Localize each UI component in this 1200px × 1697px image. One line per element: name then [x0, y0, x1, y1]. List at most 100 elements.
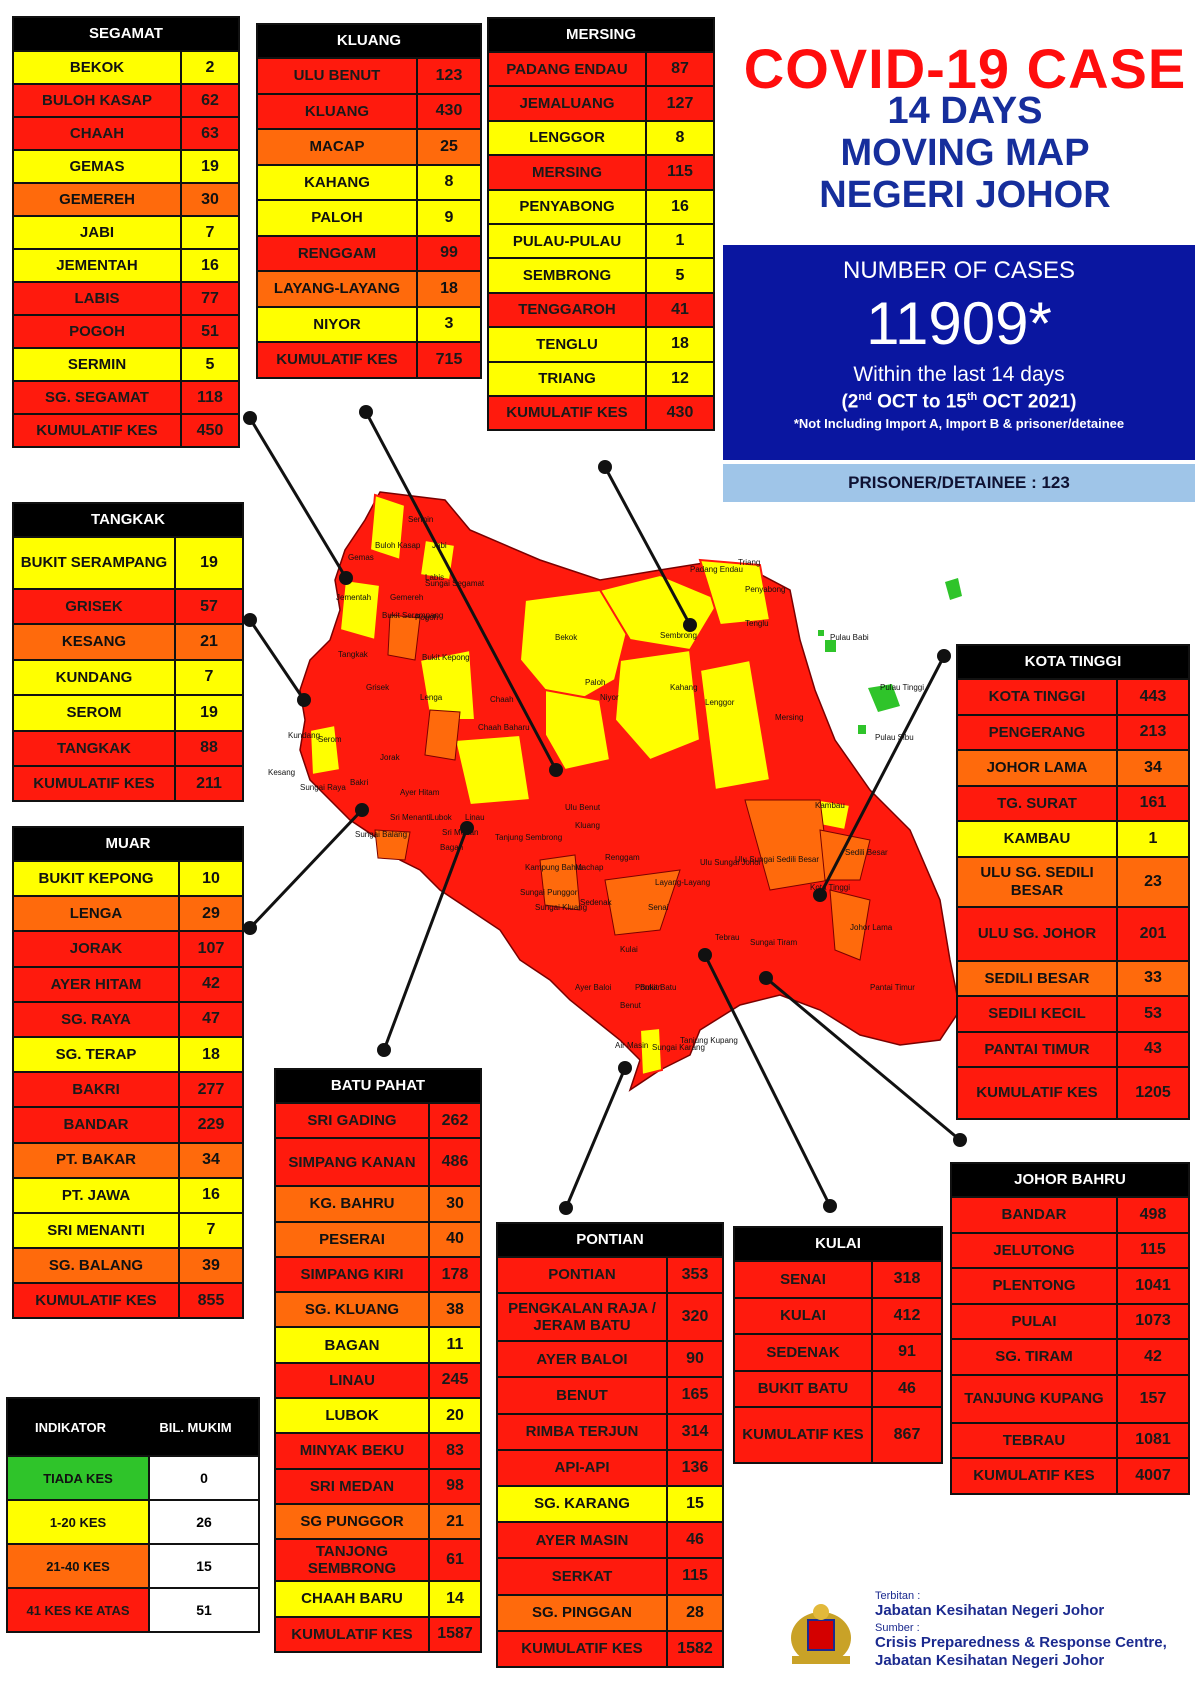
- cases-label: NUMBER OF CASES: [842, 257, 1076, 284]
- map-place-label: Ayer Hitam: [400, 788, 440, 797]
- map-place-label: Kundang: [288, 731, 320, 740]
- area-name: PENGKALAN RAJA / JERAM BATU: [498, 1294, 668, 1341]
- map-place-label: Chaah Baharu: [478, 723, 530, 732]
- area-name: ULU BENUT: [258, 59, 418, 93]
- area-name: KUMULATIF KES: [14, 1284, 180, 1318]
- legend-count: 26: [150, 1501, 258, 1543]
- table-row: MERSING 115: [489, 154, 713, 189]
- table-row: PULAU-PULAU 1: [489, 222, 713, 258]
- legend-row: 41 KES KE ATAS 51: [8, 1587, 258, 1631]
- area-name: SG PUNGGOR: [276, 1504, 430, 1539]
- map-place-label: Ulu Sungai Johor: [700, 858, 762, 867]
- table-row: BAGAN 11: [276, 1326, 480, 1362]
- map-place-label: Pogoh: [415, 613, 438, 622]
- area-name: API-API: [498, 1450, 668, 1485]
- case-count: 21: [200, 633, 218, 651]
- case-count: 178: [441, 1265, 469, 1283]
- area-name: BAKRI: [14, 1073, 180, 1107]
- case-count: 229: [197, 1115, 225, 1133]
- map-place-label: Sedili Besar: [845, 848, 888, 857]
- source-label: Sumber :: [875, 1622, 920, 1634]
- case-count: 43: [1144, 1040, 1162, 1058]
- map-place-label: Air Masin: [615, 1041, 648, 1050]
- area-name: ULU SG. JOHOR: [958, 907, 1118, 960]
- subtitle-line-2: MOVING MAP: [840, 132, 1090, 174]
- map-place-label: Kulai: [620, 945, 638, 954]
- table-row: SIMPANG KANAN 486: [276, 1137, 480, 1186]
- table-row: SRI GADING 262: [276, 1102, 480, 1138]
- area-name: JEMALUANG: [489, 87, 647, 120]
- case-count: 7: [206, 1221, 216, 1239]
- period-prefix: Within the last 14 days: [853, 363, 1065, 386]
- case-count: 18: [671, 335, 689, 353]
- case-count: 41: [671, 300, 689, 318]
- table-row: KUMULATIF KES 715: [258, 341, 480, 377]
- area-name: KAMBAU: [958, 822, 1118, 856]
- case-count: 19: [200, 554, 218, 571]
- map-place-label: Pontian: [635, 983, 662, 992]
- case-count: 498: [1139, 1205, 1167, 1223]
- case-count: 29: [202, 904, 220, 922]
- map-place-label: Bukit Kepong: [422, 653, 470, 662]
- table-row: PONTIAN 353: [498, 1256, 722, 1293]
- map-place-label: Pulau Sibu: [875, 733, 914, 742]
- kluang-table: KLUANG ULU BENUT 123 KLUANG 430 MACAP 25 KAHANG…: [256, 23, 482, 379]
- table-row: KAHANG 8: [258, 163, 480, 199]
- case-count: 115: [667, 163, 693, 181]
- table-row: RIMBA TERJUN 314: [498, 1412, 722, 1449]
- area-name: KUMULATIF KES: [258, 343, 418, 377]
- area-name: BANDAR: [14, 1108, 180, 1142]
- table-row: KUMULATIF KES 855: [14, 1282, 242, 1318]
- table-row: BUKIT KEPONG 10: [14, 860, 242, 896]
- map-land: [299, 491, 961, 1092]
- exclusion-note: *Not Including Import A, Import B & pris…: [793, 416, 1125, 432]
- table-row: KUMULATIF KES 4007: [952, 1457, 1188, 1493]
- area-name: SG. TERAP: [14, 1037, 180, 1072]
- case-count: 34: [202, 1151, 220, 1169]
- case-count: 1: [675, 232, 685, 250]
- case-count: 4007: [1135, 1466, 1171, 1484]
- legend-count: 0: [150, 1457, 258, 1499]
- map-place-label: Bukit Batu: [640, 983, 676, 992]
- legend-count: 15: [150, 1545, 258, 1587]
- case-count: 314: [681, 1422, 709, 1440]
- table-row: KUMULATIF KES 867: [735, 1406, 941, 1462]
- area-name: PONTIAN: [498, 1258, 668, 1293]
- area-name: KUNDANG: [14, 660, 176, 695]
- area-name: KUMULATIF KES: [276, 1617, 430, 1651]
- table-row: NIYOR 3: [258, 305, 480, 341]
- map-place-label: Buloh Kasap: [375, 541, 421, 550]
- map-place-label: Tanjung Kupang: [680, 1036, 738, 1045]
- area-name: PADANG ENDAU: [489, 53, 647, 86]
- area-name: PULAI: [952, 1304, 1118, 1338]
- area-name: ULU SG. SEDILI BESAR: [958, 857, 1118, 906]
- area-name: CHAAH: [14, 118, 182, 149]
- table-row: JEMALUANG 127: [489, 85, 713, 120]
- area-name: JOHOR LAMA: [958, 751, 1118, 785]
- table-row: SEDILI KECIL 53: [958, 995, 1188, 1031]
- connector-dots: [243, 405, 967, 1215]
- table-row: TG. SURAT 161: [958, 784, 1188, 820]
- legend-head-indicator: INDIKATOR: [34, 1419, 107, 1435]
- area-name: TANJONG SEMBRONG: [276, 1540, 430, 1581]
- table-row: PT. BAKAR 34: [14, 1141, 242, 1177]
- table-row: GEMEREH 30: [14, 182, 238, 215]
- table-row: KESANG 21: [14, 623, 242, 659]
- map-yellow-regions: [308, 493, 852, 1077]
- table-row: ULU SG. JOHOR 201: [958, 905, 1188, 960]
- map-place-label: Sungai Karang: [652, 1043, 705, 1052]
- table-row: KOTA TINGGI 443: [958, 678, 1188, 714]
- case-count: 91: [898, 1343, 916, 1361]
- table-row: SERKAT 115: [498, 1557, 722, 1594]
- area-name: LABIS: [14, 283, 182, 314]
- map-place-label: Machap: [575, 863, 604, 872]
- case-count: 62: [201, 91, 219, 109]
- map-place-label: Kahang: [670, 683, 698, 692]
- area-name: KULAI: [735, 1298, 873, 1333]
- table-row: SEMBRONG 5: [489, 257, 713, 292]
- case-count: 1: [1148, 829, 1158, 847]
- case-count: 1073: [1135, 1312, 1171, 1330]
- area-name: PLENTONG: [952, 1269, 1118, 1303]
- table-row: PANTAI TIMUR 43: [958, 1030, 1188, 1066]
